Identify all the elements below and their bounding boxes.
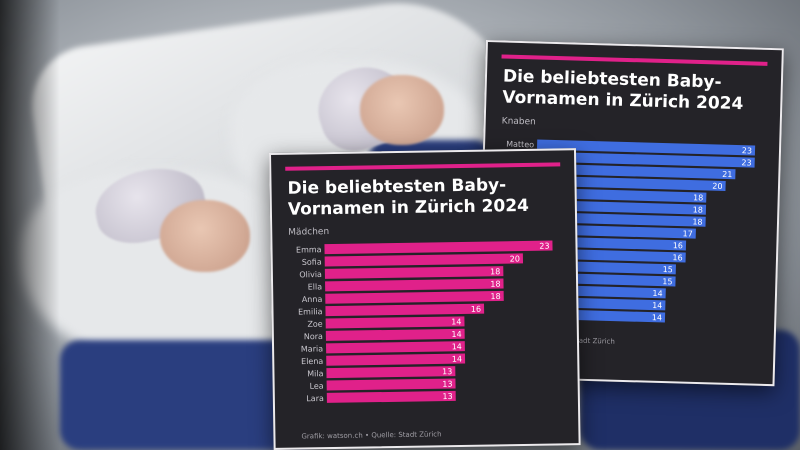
chart-card-boys: Die beliebtesten Baby- Vornamen in Züric… xyxy=(476,40,784,387)
bar-value-label: 18 xyxy=(693,193,703,202)
bar-row-6 xyxy=(535,199,707,215)
bar-row-7 xyxy=(534,212,706,227)
bar-elena xyxy=(326,353,466,366)
bar-value-label: 13 xyxy=(442,380,452,389)
bar-lea xyxy=(326,378,456,391)
bar-label: Matteo xyxy=(506,140,534,150)
bar-value-label: 14 xyxy=(652,313,662,322)
bar-value-label: 18 xyxy=(490,267,500,276)
bar-nora xyxy=(325,328,465,341)
bar-value-label: 13 xyxy=(442,367,452,376)
bar-value-label: 14 xyxy=(452,355,462,364)
bar-value-label: 16 xyxy=(471,305,481,314)
bar-value-label: 21 xyxy=(722,170,732,179)
bar-value-label: 13 xyxy=(442,392,452,401)
bar-value-label: 23 xyxy=(539,242,549,251)
bar-label: Sofia xyxy=(302,258,322,267)
bar-chart-girls: Emma 23 Sofia 20 Olivia 18 Ella 18 Anna 18 Emilia 1… xyxy=(296,240,553,403)
bar-label: Zoe xyxy=(307,320,323,329)
bar-value-label: 14 xyxy=(451,317,461,326)
bar-value-label: 14 xyxy=(452,342,462,351)
bar-value-label: 16 xyxy=(673,241,683,250)
bar-value-label: 14 xyxy=(652,289,662,298)
bar-value-label: 14 xyxy=(451,330,461,339)
baby-face-right xyxy=(360,75,444,145)
bar-label: Maria xyxy=(301,344,323,353)
bar-value-label: 15 xyxy=(663,265,673,274)
bar-value-label: 18 xyxy=(490,292,500,301)
bar-zoe xyxy=(325,316,465,329)
bar-label: Olivia xyxy=(299,270,322,279)
bar-label: Mila xyxy=(307,369,323,378)
bar-label: Emilia xyxy=(298,307,323,316)
bar-label: Elena xyxy=(301,357,323,366)
bar-label: Ella xyxy=(308,282,323,291)
bar-emma xyxy=(324,240,553,255)
bar-value-label: 20 xyxy=(510,254,520,263)
bar-mila xyxy=(326,366,456,379)
bar-value-label: 18 xyxy=(692,217,702,226)
baby-face-left xyxy=(160,200,250,272)
bar-maria xyxy=(325,341,465,354)
bar-value-label: 15 xyxy=(662,277,672,286)
bar-lara xyxy=(326,390,456,403)
bar-emilia xyxy=(325,303,485,317)
bar-value-label: 23 xyxy=(741,158,751,167)
bar-value-label: 17 xyxy=(682,229,692,238)
chart-card-girls: Die beliebtesten Baby- Vornamen in Züric… xyxy=(269,148,581,450)
bar-label: Nora xyxy=(304,332,323,341)
bar-value-label: 16 xyxy=(672,253,682,262)
bar-value-label: 18 xyxy=(490,280,500,289)
bar-label: Anna xyxy=(302,295,323,304)
bar-value-label: 20 xyxy=(712,182,722,191)
bar-sofia xyxy=(324,253,524,267)
bar-label: Lea xyxy=(309,382,323,391)
bar-row-3 xyxy=(536,163,736,180)
bar-label: Lara xyxy=(306,394,324,403)
bar-value-label: 23 xyxy=(742,146,752,155)
bar-row-4 xyxy=(535,175,726,192)
bar-olivia xyxy=(324,266,504,279)
bar-value-label: 14 xyxy=(652,301,662,310)
bar-ella xyxy=(325,278,504,292)
dark-edge xyxy=(0,0,60,450)
bar-label: Emma xyxy=(296,245,322,254)
bar-value-label: 18 xyxy=(693,205,703,214)
bar-anna xyxy=(325,290,504,304)
bar-row-5 xyxy=(535,187,707,203)
bar-matteo xyxy=(536,139,756,156)
bar-row-2 xyxy=(536,151,755,168)
